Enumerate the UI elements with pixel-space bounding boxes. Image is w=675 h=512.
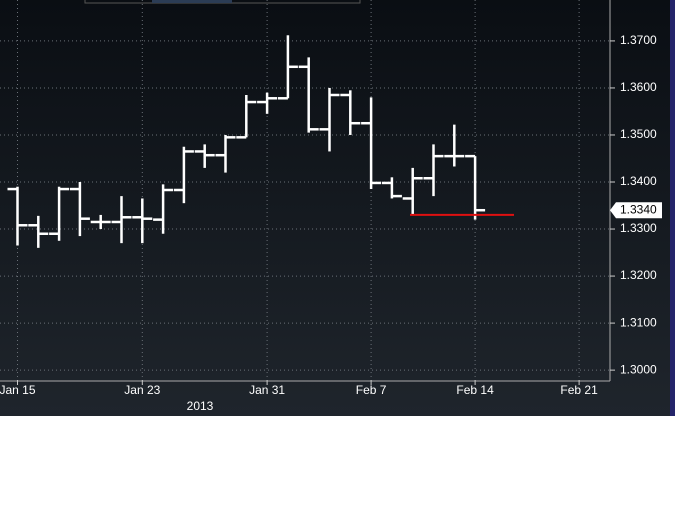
y-tick-label: 1.3000	[620, 362, 657, 376]
x-tick-label: Jan 23	[124, 383, 160, 397]
x-tick-label: Jan 15	[0, 383, 36, 397]
last-price-label: 1.3340	[620, 202, 657, 216]
last-price-marker	[610, 202, 662, 219]
y-tick-label: 1.3100	[620, 315, 657, 329]
x-tick-label: Feb 21	[560, 383, 598, 397]
side-strip	[670, 0, 675, 416]
y-tick-label: 1.3700	[620, 33, 657, 47]
y-tick-label: 1.3300	[620, 221, 657, 235]
y-tick-label: 1.3200	[620, 268, 657, 282]
x-tick-label: Feb 7	[356, 383, 387, 397]
y-tick-label: 1.3400	[620, 174, 657, 188]
x-tick-label: Jan 31	[249, 383, 285, 397]
x-tick-label: Feb 14	[456, 383, 494, 397]
chart-background	[0, 0, 670, 416]
y-tick-label: 1.3500	[620, 127, 657, 141]
legend-highlight	[152, 0, 232, 3]
year-label: 2013	[187, 399, 214, 413]
y-tick-label: 1.3600	[620, 80, 657, 94]
